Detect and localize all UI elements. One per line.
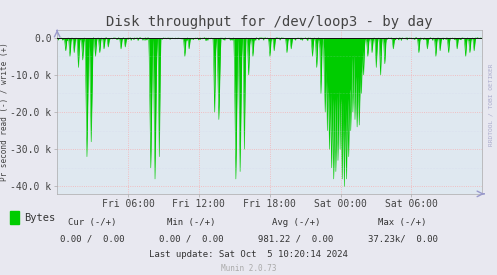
Text: Munin 2.0.73: Munin 2.0.73 bbox=[221, 265, 276, 273]
Text: 981.22 /  0.00: 981.22 / 0.00 bbox=[258, 235, 333, 244]
Text: Avg (-/+): Avg (-/+) bbox=[271, 218, 320, 227]
Text: 37.23k/  0.00: 37.23k/ 0.00 bbox=[368, 235, 437, 244]
Text: RRDTOOL / TOBI OETIKER: RRDTOOL / TOBI OETIKER bbox=[489, 63, 494, 146]
Text: Cur (-/+): Cur (-/+) bbox=[68, 218, 116, 227]
Title: Disk throughput for /dev/loop3 - by day: Disk throughput for /dev/loop3 - by day bbox=[106, 15, 433, 29]
Y-axis label: Pr second read (-) / write (+): Pr second read (-) / write (+) bbox=[0, 43, 9, 182]
Text: Bytes: Bytes bbox=[24, 213, 55, 223]
Text: Min (-/+): Min (-/+) bbox=[167, 218, 216, 227]
Text: 0.00 /  0.00: 0.00 / 0.00 bbox=[60, 235, 124, 244]
Text: Last update: Sat Oct  5 10:20:14 2024: Last update: Sat Oct 5 10:20:14 2024 bbox=[149, 250, 348, 259]
Text: Max (-/+): Max (-/+) bbox=[378, 218, 427, 227]
Text: 0.00 /  0.00: 0.00 / 0.00 bbox=[159, 235, 224, 244]
